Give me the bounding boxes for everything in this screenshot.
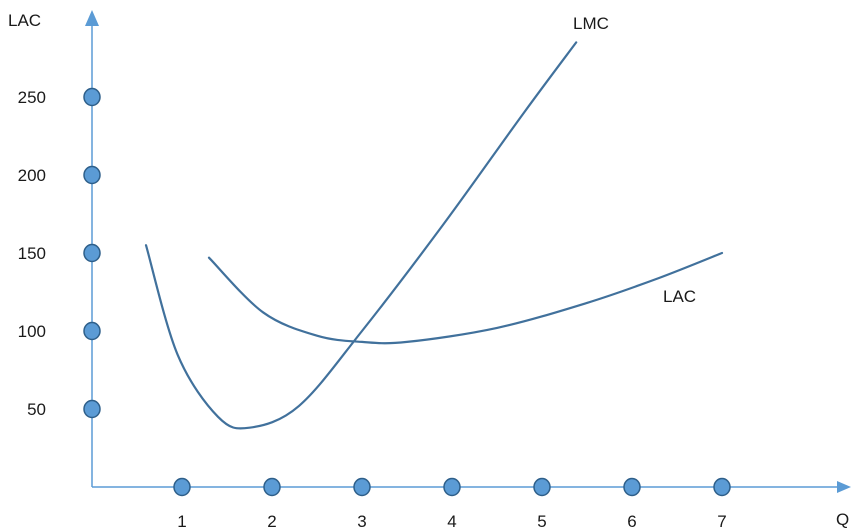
y-tick-label: 100: [18, 322, 46, 341]
tick-markers: [83, 87, 731, 497]
x-tick-label: 7: [717, 512, 726, 531]
y-tick-label: 250: [18, 88, 46, 107]
y-tick-marker: [83, 243, 101, 263]
y-tick-marker: [83, 87, 101, 107]
x-tick-marker: [353, 477, 371, 497]
lmc-curve-label: LMC: [573, 14, 609, 33]
y-tick-label: 200: [18, 166, 46, 185]
lac-curve: [207, 251, 724, 345]
y-tick-marker: [83, 321, 101, 341]
labels: LAC Q LMC LAC 1 2 3 4 5 6 7 50 100 150 200 250: [8, 11, 849, 531]
x-tick-marker: [263, 477, 281, 497]
x-axis-arrowhead: [837, 481, 851, 493]
y-axis-arrowhead: [85, 10, 99, 26]
x-tick-label: 6: [627, 512, 636, 531]
x-tick-label: 1: [177, 512, 186, 531]
y-tick-marker: [83, 165, 101, 185]
curves: [144, 41, 724, 430]
y-tick-label: 150: [18, 244, 46, 263]
x-tick-marker: [713, 477, 731, 497]
x-tick-label: 2: [267, 512, 276, 531]
lac-curve-label: LAC: [663, 287, 696, 306]
x-tick-marker: [623, 477, 641, 497]
y-tick-label: 50: [27, 400, 46, 419]
axes: [85, 10, 851, 493]
x-axis-label: Q: [836, 510, 849, 529]
lmc-curve: [144, 41, 578, 430]
y-tick-marker: [83, 399, 101, 419]
x-tick-label: 3: [357, 512, 366, 531]
x-tick-marker: [173, 477, 191, 497]
y-axis-label: LAC: [8, 11, 41, 30]
x-tick-marker: [443, 477, 461, 497]
x-tick-marker: [533, 477, 551, 497]
x-tick-label: 4: [447, 512, 456, 531]
x-tick-label: 5: [537, 512, 546, 531]
